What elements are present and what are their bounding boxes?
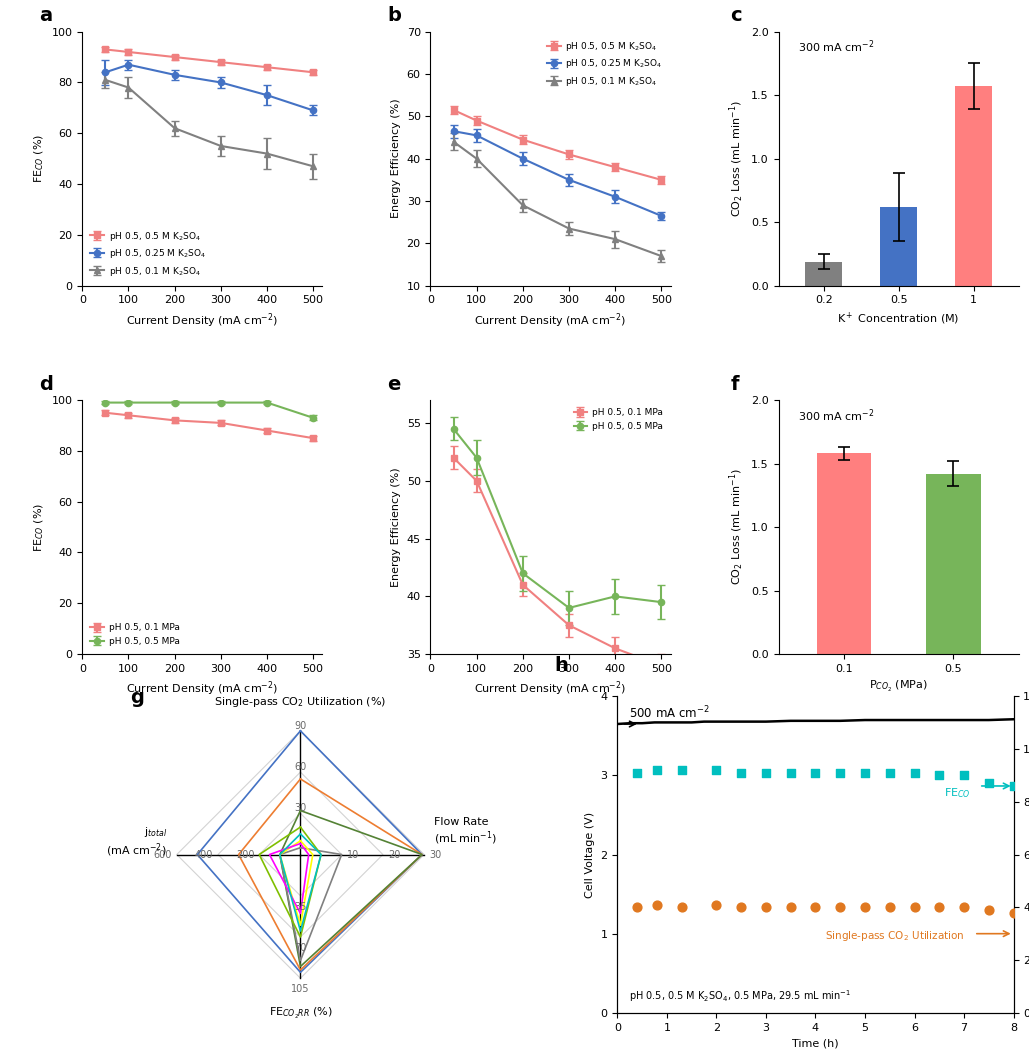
Point xyxy=(629,899,645,916)
Text: 60: 60 xyxy=(294,762,307,772)
Point xyxy=(629,764,645,781)
Legend: This work, This work, This work, Ref.27, Ref.31, Ref.31, Ref.33, Ref.33: This work, This work, This work, Ref.27,… xyxy=(664,885,743,1003)
Text: 90: 90 xyxy=(294,721,307,731)
Bar xyxy=(805,262,843,286)
Text: d: d xyxy=(39,375,52,394)
Bar xyxy=(955,87,992,286)
Text: c: c xyxy=(731,6,742,25)
Text: a: a xyxy=(39,6,52,25)
Point xyxy=(981,774,997,791)
Point xyxy=(708,762,724,779)
X-axis label: K$^+$ Concentration (M): K$^+$ Concentration (M) xyxy=(838,311,960,327)
X-axis label: P$_{CO_2}$ (MPa): P$_{CO_2}$ (MPa) xyxy=(870,679,928,694)
Text: Single-pass CO$_2$ Utilization: Single-pass CO$_2$ Utilization xyxy=(825,929,965,943)
Point xyxy=(882,899,898,916)
Point xyxy=(931,767,948,784)
Text: 35: 35 xyxy=(294,902,307,912)
Point xyxy=(648,762,665,779)
Point xyxy=(807,764,823,781)
Point xyxy=(733,764,749,781)
Text: 30: 30 xyxy=(294,803,307,813)
Text: 70: 70 xyxy=(294,943,307,954)
Text: b: b xyxy=(387,6,401,25)
Point xyxy=(708,896,724,913)
Text: Single-pass CO$_2$ Utilization (%): Single-pass CO$_2$ Utilization (%) xyxy=(214,694,387,709)
Text: 200: 200 xyxy=(236,849,254,860)
Legend: pH 0.5, 0.5 M K$_2$SO$_4$, pH 0.5, 0.25 M K$_2$SO$_4$, pH 0.5, 0.1 M K$_2$SO$_4$: pH 0.5, 0.5 M K$_2$SO$_4$, pH 0.5, 0.25 … xyxy=(543,36,666,92)
Text: Flow Rate
(mL min$^{-1}$): Flow Rate (mL min$^{-1}$) xyxy=(434,818,497,847)
Point xyxy=(882,764,898,781)
Y-axis label: FE$_{CO}$ (%): FE$_{CO}$ (%) xyxy=(33,502,46,552)
Point xyxy=(1005,778,1022,794)
Text: 400: 400 xyxy=(194,849,213,860)
Bar xyxy=(926,474,981,654)
Text: pH 0.5, 0.5 M K$_2$SO$_4$, 0.5 MPa, 29.5 mL min$^{-1}$: pH 0.5, 0.5 M K$_2$SO$_4$, 0.5 MPa, 29.5… xyxy=(630,989,851,1004)
Point xyxy=(832,899,849,916)
Text: 105: 105 xyxy=(291,984,310,995)
Y-axis label: CO$_2$ Loss (mL min$^{-1}$): CO$_2$ Loss (mL min$^{-1}$) xyxy=(728,100,746,217)
Point xyxy=(907,899,923,916)
Y-axis label: Energy Efficiency (%): Energy Efficiency (%) xyxy=(391,467,401,587)
Text: 500 mA cm$^{-2}$: 500 mA cm$^{-2}$ xyxy=(630,705,710,722)
Point xyxy=(832,764,849,781)
Point xyxy=(782,764,799,781)
Text: FE$_{CO}$: FE$_{CO}$ xyxy=(945,787,971,801)
Text: FE$_{CO_{2}RR}$ (%): FE$_{CO_{2}RR}$ (%) xyxy=(269,1005,332,1020)
Legend: pH 0.5, 0.1 MPa, pH 0.5, 0.5 MPa: pH 0.5, 0.1 MPa, pH 0.5, 0.5 MPa xyxy=(86,620,183,650)
Point xyxy=(757,899,774,916)
X-axis label: Time (h): Time (h) xyxy=(792,1038,839,1048)
Bar xyxy=(880,207,918,286)
X-axis label: Current Density (mA cm$^{-2}$): Current Density (mA cm$^{-2}$) xyxy=(474,679,627,698)
Point xyxy=(648,896,665,913)
Text: j$_{total}$
(mA cm$^{-2}$): j$_{total}$ (mA cm$^{-2}$) xyxy=(106,825,167,859)
Text: g: g xyxy=(130,688,144,707)
X-axis label: Current Density (mA cm$^{-2}$): Current Density (mA cm$^{-2}$) xyxy=(127,679,279,698)
Bar xyxy=(817,454,872,654)
Point xyxy=(757,764,774,781)
Text: 600: 600 xyxy=(153,849,172,860)
Point xyxy=(674,762,690,779)
Point xyxy=(956,767,972,784)
X-axis label: Current Density (mA cm$^{-2}$): Current Density (mA cm$^{-2}$) xyxy=(127,311,279,329)
Y-axis label: CO$_2$ Loss (mL min$^{-1}$): CO$_2$ Loss (mL min$^{-1}$) xyxy=(728,468,746,586)
Y-axis label: Energy Efficiency (%): Energy Efficiency (%) xyxy=(391,99,401,218)
Y-axis label: Cell Voltage (V): Cell Voltage (V) xyxy=(586,811,595,898)
Point xyxy=(956,899,972,916)
Point xyxy=(981,901,997,918)
Point xyxy=(1005,904,1022,921)
Text: e: e xyxy=(387,375,400,394)
Y-axis label: FE$_{CO}$ (%): FE$_{CO}$ (%) xyxy=(33,134,46,184)
Text: 300 mA cm$^{-2}$: 300 mA cm$^{-2}$ xyxy=(797,39,875,55)
Point xyxy=(931,899,948,916)
Point xyxy=(857,764,874,781)
Point xyxy=(674,899,690,916)
Legend: pH 0.5, 0.1 MPa, pH 0.5, 0.5 MPa: pH 0.5, 0.1 MPa, pH 0.5, 0.5 MPa xyxy=(570,404,666,435)
Legend: pH 0.5, 0.5 M K$_2$SO$_4$, pH 0.5, 0.25 M K$_2$SO$_4$, pH 0.5, 0.1 M K$_2$SO$_4$: pH 0.5, 0.5 M K$_2$SO$_4$, pH 0.5, 0.25 … xyxy=(86,226,209,282)
Text: 30: 30 xyxy=(429,849,441,860)
Text: h: h xyxy=(554,656,568,675)
Point xyxy=(907,764,923,781)
Point xyxy=(733,899,749,916)
X-axis label: Current Density (mA cm$^{-2}$): Current Density (mA cm$^{-2}$) xyxy=(474,311,627,329)
Text: 10: 10 xyxy=(347,849,359,860)
Text: f: f xyxy=(731,375,739,394)
Point xyxy=(857,899,874,916)
Point xyxy=(807,899,823,916)
Text: 300 mA cm$^{-2}$: 300 mA cm$^{-2}$ xyxy=(797,407,875,424)
Point xyxy=(782,899,799,916)
Text: 20: 20 xyxy=(388,849,400,860)
